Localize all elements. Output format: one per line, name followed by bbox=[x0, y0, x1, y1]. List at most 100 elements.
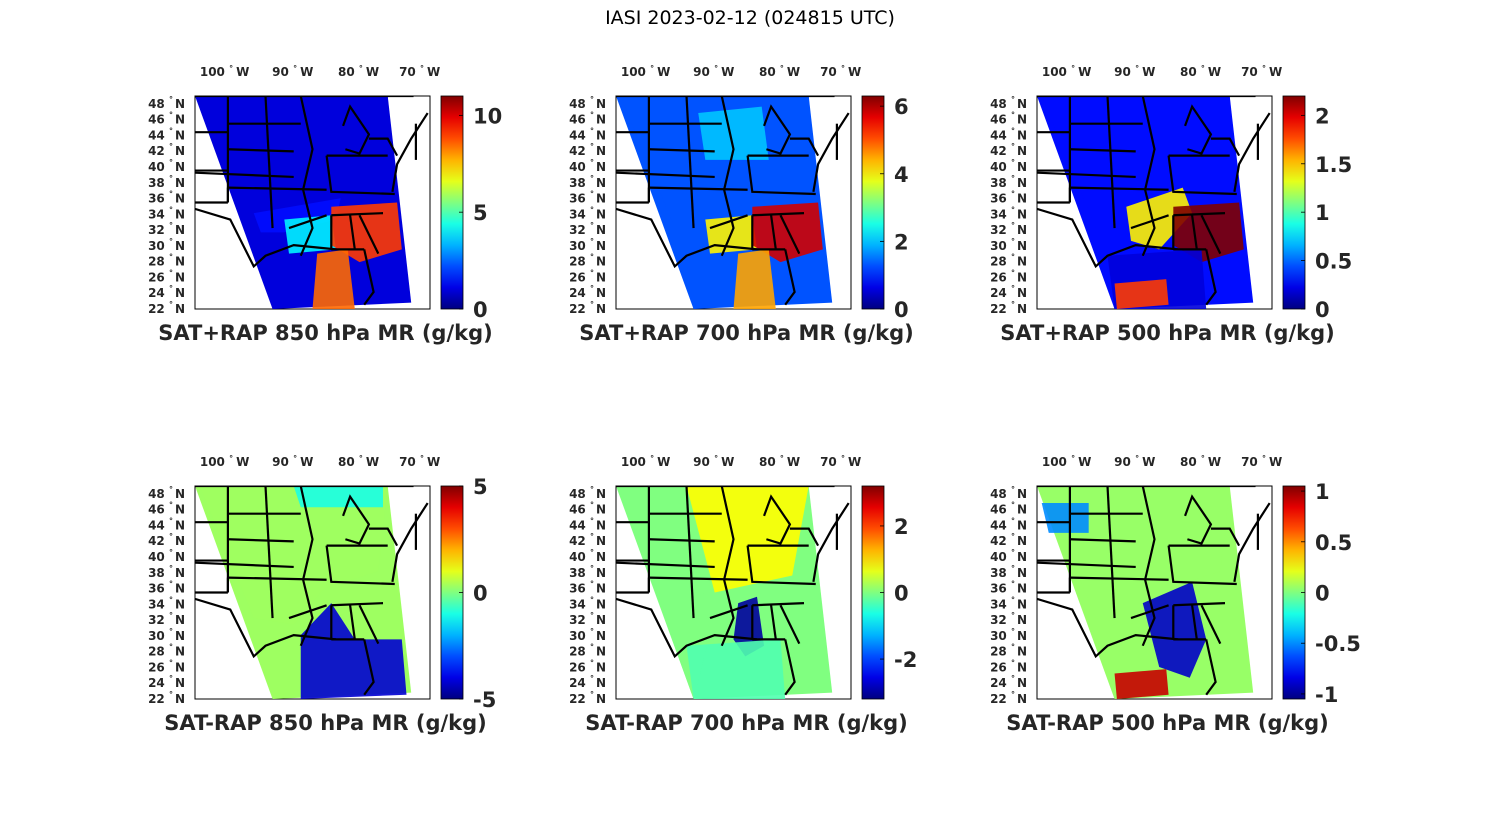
state-border bbox=[358, 214, 380, 255]
panel-title: SAT-RAP 850 hPa MR (g/kg) bbox=[164, 711, 487, 735]
state-border bbox=[264, 96, 274, 229]
state-border bbox=[1200, 214, 1222, 255]
colorbar-tick-label: 0 bbox=[1315, 582, 1330, 606]
state-border bbox=[299, 96, 314, 257]
y-tick-label: 40 ° N bbox=[148, 158, 185, 174]
state-border bbox=[342, 494, 371, 545]
colorbar-tick-label: 1 bbox=[1315, 480, 1330, 504]
state-border bbox=[1233, 112, 1271, 193]
state-border bbox=[363, 249, 375, 306]
state-border bbox=[195, 561, 294, 569]
x-tick-label: 90 ° W bbox=[1114, 64, 1155, 79]
y-tick-label: 46 ° N bbox=[990, 501, 1027, 517]
y-tick-label: 34 ° N bbox=[148, 205, 185, 221]
state-border bbox=[358, 604, 380, 645]
y-tick-label: 38 ° N bbox=[148, 564, 185, 580]
figure-title: IASI 2023-02-12 (024815 UTC) bbox=[605, 7, 895, 29]
y-tick-label: 36 ° N bbox=[148, 190, 185, 206]
state-border bbox=[1037, 171, 1136, 179]
colorbar-tick-label: 6 bbox=[894, 95, 909, 119]
y-tick-label: 24 ° N bbox=[990, 674, 1027, 690]
state-border bbox=[616, 171, 715, 179]
colorbar-tick-label: -0.5 bbox=[1315, 632, 1361, 656]
region-southern-gulf-band bbox=[1114, 669, 1169, 699]
colorbar-tick-label: -2 bbox=[894, 648, 917, 672]
region-southeast-atlantic bbox=[331, 202, 402, 263]
state-border bbox=[1167, 545, 1237, 586]
state-border bbox=[1106, 96, 1116, 229]
y-tick-label: 28 ° N bbox=[990, 253, 1027, 269]
state-border bbox=[1191, 605, 1198, 640]
state-border bbox=[227, 538, 294, 543]
state-border bbox=[1233, 502, 1271, 583]
y-tick-label: 26 ° N bbox=[990, 268, 1027, 284]
state-border bbox=[1069, 538, 1136, 543]
y-tick-label: 46 ° N bbox=[148, 501, 185, 517]
x-tick-label: 80 ° W bbox=[1180, 454, 1221, 469]
state-border bbox=[1141, 96, 1156, 257]
y-tick-label: 30 ° N bbox=[148, 237, 185, 253]
state-border bbox=[763, 494, 792, 545]
state-border bbox=[1173, 212, 1226, 217]
panel-satrap-850: 100 ° W 90 ° W 80 ° W 70 ° W 48 ° N46 ° N44 ° N42 °… bbox=[148, 64, 502, 345]
y-tick-label: 22 ° N bbox=[990, 690, 1027, 706]
state-border bbox=[1210, 527, 1241, 547]
colorbar-tick-label: -1 bbox=[1315, 683, 1338, 707]
state-border bbox=[746, 155, 816, 196]
state-border bbox=[709, 214, 748, 230]
y-tick-label: 36 ° N bbox=[990, 580, 1027, 596]
y-tick-label: 38 ° N bbox=[990, 564, 1027, 580]
colorbar-tick-label: 0 bbox=[894, 298, 909, 322]
colorbar-tick-label: 0.5 bbox=[1315, 250, 1352, 274]
y-tick-label: 32 ° N bbox=[990, 221, 1027, 237]
y-tick-label: 34 ° N bbox=[569, 205, 606, 221]
x-tick-label: 100 ° W bbox=[621, 64, 670, 79]
state-border bbox=[1130, 604, 1169, 620]
colorbar bbox=[1282, 95, 1306, 310]
colorbar-tick-label: 4 bbox=[894, 163, 909, 187]
x-tick-label: 70 ° W bbox=[820, 454, 861, 469]
region-northern-plains-midwest bbox=[199, 96, 395, 229]
colorbar-tick-label: 0 bbox=[473, 582, 488, 606]
y-tick-label: 32 ° N bbox=[569, 221, 606, 237]
state-border bbox=[1069, 148, 1136, 153]
x-tick-label: 90 ° W bbox=[272, 64, 313, 79]
x-tick-label: 80 ° W bbox=[1180, 64, 1221, 79]
y-tick-label: 44 ° N bbox=[569, 126, 606, 142]
colorbar-tick-label: 2 bbox=[894, 515, 909, 539]
panel-title: SAT-RAP 700 hPa MR (g/kg) bbox=[585, 711, 908, 735]
y-tick-label: 40 ° N bbox=[148, 548, 185, 564]
y-tick-label: 40 ° N bbox=[990, 158, 1027, 174]
state-border bbox=[685, 96, 695, 229]
panel-satminusrap-500: 100 ° W 90 ° W 80 ° W 70 ° W 48 ° N46 ° N44 ° N42 °… bbox=[990, 454, 1361, 735]
state-border bbox=[1167, 155, 1237, 196]
y-tick-label: 22 ° N bbox=[569, 300, 606, 316]
y-tick-label: 32 ° N bbox=[148, 611, 185, 627]
y-tick-label: 42 ° N bbox=[148, 532, 185, 548]
y-tick-label: 24 ° N bbox=[148, 674, 185, 690]
panel-satrap-500: 100 ° W 90 ° W 80 ° W 70 ° W 48 ° N46 ° N44 ° N42 °… bbox=[990, 64, 1352, 345]
y-tick-label: 28 ° N bbox=[569, 643, 606, 659]
y-tick-label: 22 ° N bbox=[148, 300, 185, 316]
y-tick-label: 24 ° N bbox=[990, 284, 1027, 300]
y-tick-label: 28 ° N bbox=[569, 253, 606, 269]
state-border bbox=[789, 137, 820, 157]
y-tick-label: 40 ° N bbox=[569, 158, 606, 174]
colorbar-tick-label: 5 bbox=[473, 475, 488, 499]
region-gulf-of-mexico bbox=[686, 639, 786, 699]
state-border bbox=[752, 212, 805, 217]
x-tick-label: 70 ° W bbox=[1241, 454, 1282, 469]
state-border bbox=[1210, 137, 1241, 157]
panel-satminusrap-850: 100 ° W 90 ° W 80 ° W 70 ° W 48 ° N46 ° N44 ° N42 °… bbox=[148, 454, 496, 735]
panel-satrap-700: 100 ° W 90 ° W 80 ° W 70 ° W 48 ° N46 ° N44 ° N42 °… bbox=[569, 64, 914, 345]
region-southeast bbox=[1142, 581, 1207, 678]
region-upper-great-lakes bbox=[293, 486, 383, 508]
state-border bbox=[1200, 604, 1222, 645]
y-tick-label: 44 ° N bbox=[148, 126, 185, 142]
state-border bbox=[789, 527, 820, 547]
region-southeast-atlantic bbox=[752, 202, 823, 263]
y-tick-label: 44 ° N bbox=[990, 516, 1027, 532]
y-tick-label: 24 ° N bbox=[148, 284, 185, 300]
panel-satminusrap-700: 100 ° W 90 ° W 80 ° W 70 ° W 48 ° N46 ° N44 ° N42 °… bbox=[569, 454, 917, 735]
panel-title: SAT+RAP 700 hPa MR (g/kg) bbox=[579, 321, 913, 345]
